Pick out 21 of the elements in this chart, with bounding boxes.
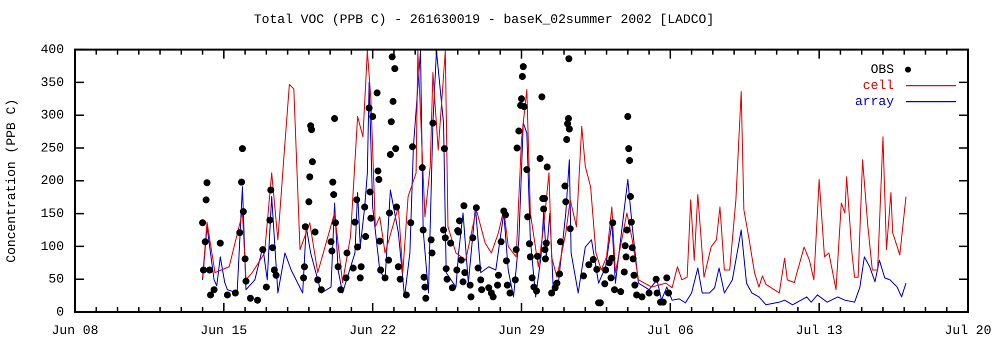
y-tick-label: 200	[40, 173, 64, 188]
y-axis-title: Concentration (PPB C)	[4, 98, 20, 263]
y-tick-label: 150	[40, 206, 64, 222]
legend-label: OBS	[870, 62, 894, 78]
chart-title: Total VOC (PPB C) - 261630019 - baseK_02summer 2002 [LADCO]	[254, 12, 714, 28]
x-tick-label: Jun 22	[349, 323, 396, 338]
y-tick-label: 50	[48, 272, 64, 287]
y-tick-label: 0	[56, 304, 64, 320]
y-tick-label: 250	[40, 140, 64, 156]
x-tick-label: Jul 06	[646, 323, 694, 338]
legend-label: array	[854, 94, 894, 110]
y-tick-label: 100	[40, 238, 64, 254]
x-tick-label: Jun 15	[200, 323, 248, 338]
x-tick-label: Jun 29	[498, 323, 545, 338]
x-tick-label: Jun 08	[52, 323, 98, 338]
y-tick-label: 350	[40, 74, 64, 90]
y-tick-label: 400	[40, 42, 64, 58]
x-tick-label: Jul 20	[944, 323, 992, 338]
y-tick-label: 300	[40, 108, 64, 123]
x-tick-label: Jul 13	[796, 323, 843, 338]
legend-label: cell	[862, 78, 894, 94]
